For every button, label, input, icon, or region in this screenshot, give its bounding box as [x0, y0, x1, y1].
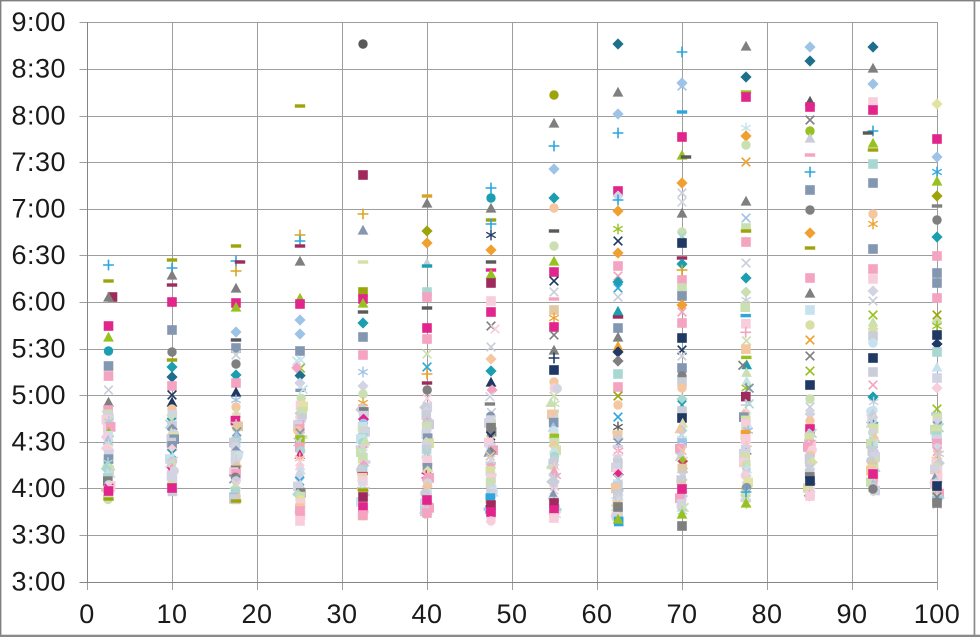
svg-text:3:30: 3:30	[11, 520, 66, 550]
svg-text:80: 80	[751, 599, 782, 629]
svg-text:5:00: 5:00	[11, 380, 66, 410]
svg-text:7:30: 7:30	[11, 147, 66, 177]
svg-text:90: 90	[836, 599, 867, 629]
svg-text:3:00: 3:00	[11, 566, 66, 596]
svg-text:9:00: 9:00	[11, 7, 66, 37]
svg-text:20: 20	[241, 599, 272, 629]
svg-text:6:00: 6:00	[11, 287, 66, 317]
svg-text:10: 10	[156, 599, 187, 629]
svg-text:30: 30	[326, 599, 357, 629]
svg-text:60: 60	[581, 599, 612, 629]
svg-text:40: 40	[411, 599, 442, 629]
svg-text:5:30: 5:30	[11, 333, 66, 363]
svg-text:100: 100	[914, 599, 961, 629]
svg-text:6:30: 6:30	[11, 240, 66, 270]
svg-text:4:30: 4:30	[11, 427, 66, 457]
svg-text:0: 0	[79, 599, 95, 629]
svg-text:50: 50	[496, 599, 527, 629]
svg-text:4:00: 4:00	[11, 473, 66, 503]
svg-text:70: 70	[666, 599, 697, 629]
svg-text:7:00: 7:00	[11, 194, 66, 224]
svg-text:8:00: 8:00	[11, 100, 66, 130]
svg-text:8:30: 8:30	[11, 54, 66, 84]
